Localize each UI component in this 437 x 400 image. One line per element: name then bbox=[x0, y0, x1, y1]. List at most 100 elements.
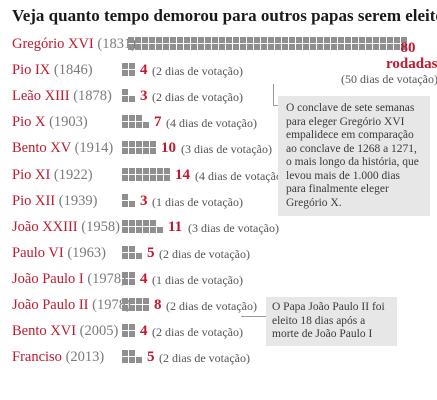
vote-round-block bbox=[129, 271, 135, 278]
row-name: Pio XI bbox=[12, 166, 51, 183]
row-days: (4 dias de votação) bbox=[195, 168, 286, 183]
vote-round-block bbox=[310, 44, 316, 50]
vote-round-block bbox=[205, 44, 211, 50]
vote-round-block bbox=[324, 37, 330, 43]
vote-round-block bbox=[129, 148, 135, 155]
top-value-unit: rodadas bbox=[386, 56, 437, 72]
vote-round-block bbox=[401, 37, 407, 43]
row-label: João XXIII (1958) bbox=[12, 218, 120, 236]
vote-round-block bbox=[387, 44, 393, 50]
top-value-number: 80 bbox=[400, 40, 416, 56]
vote-round-block bbox=[136, 357, 142, 364]
row-year: (1978) bbox=[92, 297, 131, 313]
row-value: 5 bbox=[147, 349, 155, 366]
vote-round-block bbox=[129, 305, 135, 311]
vote-round-block bbox=[150, 219, 156, 226]
vote-round-block bbox=[143, 219, 149, 226]
vote-round-block bbox=[394, 37, 400, 43]
vote-round-block bbox=[247, 37, 253, 43]
vote-round-block bbox=[345, 44, 351, 50]
vote-round-block bbox=[240, 37, 246, 43]
vote-round-block bbox=[122, 96, 128, 103]
vote-round-block bbox=[122, 141, 128, 148]
vote-round-block bbox=[122, 193, 128, 200]
row-label: Bento XVI (2005) bbox=[12, 322, 118, 340]
chart-title: Veja quanto tempo demorou para outros pa… bbox=[12, 6, 437, 25]
row-value: 14 bbox=[175, 166, 190, 183]
vote-round-block bbox=[129, 200, 135, 207]
vote-round-block bbox=[373, 44, 379, 50]
row-value: 3 bbox=[140, 192, 148, 209]
vote-round-block bbox=[136, 226, 142, 233]
vote-round-block bbox=[296, 44, 302, 50]
vote-round-block bbox=[352, 37, 358, 43]
vote-round-block bbox=[191, 44, 197, 50]
row-days: (3 dias de votação) bbox=[181, 142, 272, 157]
vote-round-block bbox=[324, 44, 330, 50]
vote-round-block bbox=[394, 44, 400, 50]
vote-round-block bbox=[122, 219, 128, 226]
row-value: 10 bbox=[161, 140, 176, 157]
vote-round-block bbox=[136, 167, 142, 174]
row-label: Pio X (1903) bbox=[12, 113, 88, 131]
vote-round-block bbox=[129, 122, 135, 129]
vote-round-block bbox=[122, 305, 128, 311]
vote-round-block bbox=[380, 44, 386, 50]
vote-round-block bbox=[122, 278, 128, 285]
vote-round-block bbox=[296, 37, 302, 43]
row-year: (1914) bbox=[74, 140, 114, 157]
vote-round-block bbox=[156, 44, 162, 50]
vote-round-block bbox=[184, 37, 190, 43]
row-year: (1958) bbox=[81, 218, 120, 235]
vote-round-block bbox=[136, 298, 142, 304]
row-days: (2 dias de votação) bbox=[152, 64, 243, 79]
annotation-gregorio: O conclave de sete semanas para eleger G… bbox=[278, 96, 430, 216]
row-days: (2 dias de votação) bbox=[166, 299, 257, 313]
row-label: João Paulo II (1978) bbox=[12, 296, 131, 314]
row-value: 5 bbox=[147, 244, 155, 261]
vote-round-block bbox=[143, 174, 149, 181]
vote-round-block bbox=[254, 44, 260, 50]
vote-round-block bbox=[122, 63, 128, 70]
vote-round-block bbox=[212, 37, 218, 43]
vote-round-block bbox=[129, 226, 135, 233]
vote-round-block bbox=[373, 37, 379, 43]
vote-round-block bbox=[122, 324, 128, 331]
row-days: (3 dias de votação) bbox=[188, 220, 279, 235]
row-name: Pio XII bbox=[12, 192, 56, 209]
vote-round-block bbox=[282, 44, 288, 50]
vote-round-block bbox=[129, 278, 135, 285]
vote-round-block bbox=[268, 37, 274, 43]
annotation-leader-1-vertical bbox=[273, 84, 274, 106]
vote-round-block bbox=[331, 44, 337, 50]
vote-round-block bbox=[268, 44, 274, 50]
row-days: (1 dias de votação) bbox=[152, 194, 243, 209]
vote-round-block bbox=[129, 331, 135, 338]
vote-round-block bbox=[254, 37, 260, 43]
vote-round-block bbox=[122, 167, 128, 174]
vote-round-block bbox=[247, 44, 253, 50]
vote-round-block bbox=[149, 37, 155, 43]
row-days: (4 dias de votação) bbox=[166, 116, 257, 131]
vote-round-block bbox=[170, 44, 176, 50]
vote-round-block bbox=[143, 305, 149, 311]
vote-round-block bbox=[136, 115, 142, 122]
vote-round-block bbox=[219, 44, 225, 50]
row-year: (1831) bbox=[97, 36, 137, 52]
vote-round-block bbox=[233, 37, 239, 43]
vote-round-block bbox=[317, 44, 323, 50]
annotation-leader-1 bbox=[273, 105, 278, 106]
vote-round-block bbox=[136, 148, 142, 155]
vote-round-block bbox=[122, 271, 128, 278]
vote-round-block bbox=[129, 96, 135, 103]
vote-round-block bbox=[122, 226, 128, 233]
vote-round-block bbox=[129, 324, 135, 331]
vote-round-block bbox=[150, 226, 156, 233]
annotation-leader-2 bbox=[241, 316, 266, 317]
vote-round-block bbox=[135, 44, 141, 50]
vote-round-block bbox=[143, 298, 149, 304]
vote-round-block bbox=[150, 167, 156, 174]
vote-round-block bbox=[289, 37, 295, 43]
vote-round-block bbox=[177, 44, 183, 50]
row-year: (1878) bbox=[73, 88, 112, 105]
